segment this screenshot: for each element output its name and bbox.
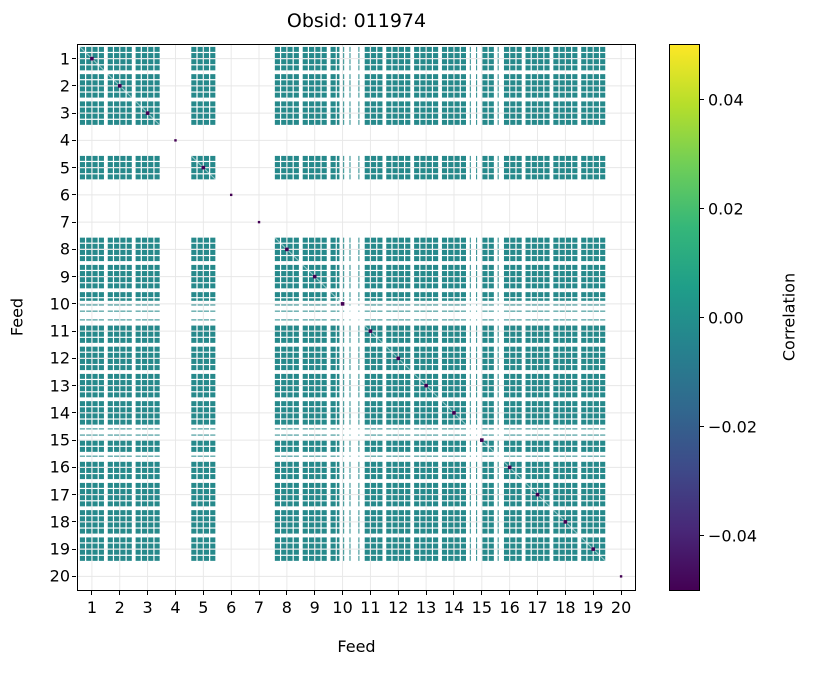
colorbar-tick-mark (700, 208, 704, 209)
x-tick-mark (620, 591, 622, 595)
x-tick-label: 17 (527, 598, 548, 617)
y-tick-label: 13 (49, 376, 70, 396)
y-tick-label: 2 (59, 76, 70, 96)
x-tick-mark (314, 591, 316, 595)
x-tick-label: 19 (583, 598, 604, 617)
colorbar-tick-mark (700, 426, 704, 427)
x-tick-label: 11 (360, 598, 381, 617)
y-tick-mark (72, 521, 76, 523)
y-tick-label: 20 (49, 566, 70, 586)
x-tick-label: 8 (281, 598, 292, 617)
x-tick-mark (342, 591, 344, 595)
y-tick-label: 19 (49, 539, 70, 559)
x-axis-label: Feed (337, 637, 376, 656)
x-tick-mark (91, 591, 93, 595)
y-tick-label: 1 (59, 49, 70, 69)
y-tick-mark (72, 385, 76, 387)
colorbar-label: Correlation (779, 272, 799, 362)
y-tick-mark (72, 276, 76, 278)
y-tick-label: 11 (49, 321, 70, 341)
x-tick-label: 13 (415, 598, 437, 617)
x-tick-label: 18 (555, 598, 576, 617)
y-tick-mark (72, 221, 76, 223)
y-tick-label: 17 (49, 485, 70, 505)
colorbar-tick-label: 0.00 (708, 308, 744, 327)
chart-title: Obsid: 011974 (286, 10, 427, 32)
y-tick-mark (72, 85, 76, 87)
colorbar-tick-label: 0.04 (708, 90, 744, 109)
x-tick-mark (119, 591, 121, 595)
y-tick-mark (72, 303, 76, 305)
x-tick-mark (258, 591, 260, 595)
y-tick-label: 12 (49, 348, 70, 368)
x-tick-label: 5 (198, 598, 209, 617)
heatmap-plot-area (77, 44, 636, 591)
x-tick-label: 12 (388, 598, 409, 617)
y-tick-mark (72, 494, 76, 496)
colorbar (669, 44, 700, 591)
x-tick-label: 20 (610, 598, 632, 617)
x-tick-mark (369, 591, 371, 595)
y-tick-label: 18 (49, 512, 70, 532)
y-axis-label: Feed (7, 297, 27, 337)
y-tick-label: 6 (59, 185, 70, 205)
y-tick-mark (72, 466, 76, 468)
x-tick-label: 10 (332, 598, 353, 617)
x-tick-label: 6 (226, 598, 237, 617)
x-tick-mark (592, 591, 594, 595)
y-tick-mark (72, 58, 76, 60)
x-tick-mark (481, 591, 483, 595)
y-tick-mark (72, 139, 76, 141)
x-tick-label: 16 (499, 598, 520, 617)
y-tick-label: 15 (49, 430, 70, 450)
y-tick-label: 10 (49, 294, 70, 314)
y-tick-mark (72, 248, 76, 250)
colorbar-tick-mark (700, 535, 704, 536)
x-tick-label: 7 (253, 598, 265, 617)
y-tick-label: 14 (49, 403, 70, 423)
y-tick-label: 5 (59, 158, 70, 178)
x-tick-mark (564, 591, 566, 595)
x-tick-mark (509, 591, 511, 595)
x-tick-label: 2 (114, 598, 125, 617)
colorbar-tick-label: −0.04 (708, 526, 758, 545)
colorbar-tick-mark (700, 99, 704, 100)
x-tick-label: 14 (443, 598, 465, 617)
x-tick-mark (147, 591, 149, 595)
y-tick-label: 8 (59, 239, 70, 259)
x-tick-mark (174, 591, 176, 595)
colorbar-tick-mark (700, 317, 704, 318)
x-tick-mark (425, 591, 427, 595)
x-tick-label: 1 (86, 598, 98, 617)
x-tick-mark (230, 591, 232, 595)
colorbar-tick-label: 0.02 (708, 199, 744, 218)
x-tick-mark (397, 591, 399, 595)
y-tick-mark (72, 412, 76, 414)
x-tick-mark (286, 591, 288, 595)
y-tick-mark (72, 167, 76, 169)
colorbar-tick-label: −0.02 (708, 417, 758, 436)
y-tick-mark (72, 330, 76, 332)
y-tick-mark (72, 439, 76, 441)
x-tick-label: 15 (471, 598, 492, 617)
heatmap-canvas (78, 45, 635, 590)
x-tick-mark (202, 591, 204, 595)
y-tick-mark (72, 112, 76, 114)
y-tick-label: 9 (59, 267, 70, 287)
x-tick-label: 4 (170, 598, 181, 617)
x-tick-label: 9 (309, 598, 320, 617)
y-tick-mark (72, 548, 76, 550)
y-tick-label: 16 (49, 457, 70, 477)
y-tick-mark (72, 575, 76, 577)
y-tick-mark (72, 194, 76, 196)
y-tick-label: 4 (59, 130, 70, 150)
x-tick-mark (453, 591, 455, 595)
y-tick-mark (72, 357, 76, 359)
y-tick-label: 3 (59, 103, 70, 123)
y-tick-label: 7 (59, 212, 70, 232)
x-tick-label: 3 (142, 598, 153, 617)
x-tick-mark (537, 591, 539, 595)
